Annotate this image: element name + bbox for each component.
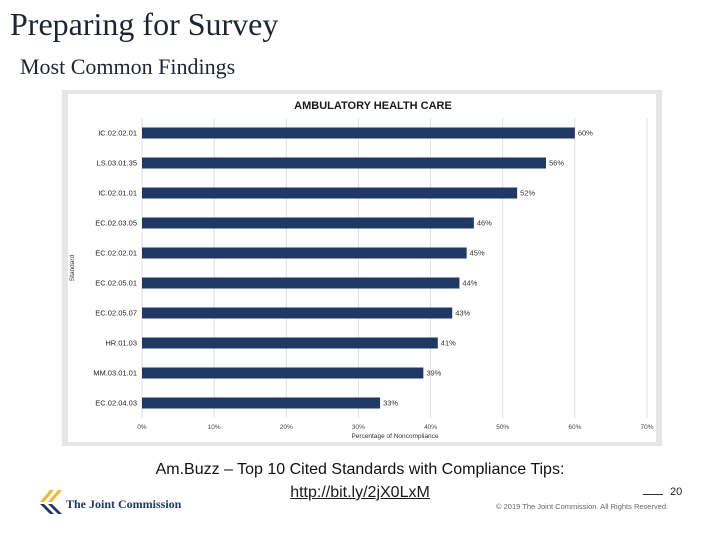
x-tick-label: 60% [568, 424, 581, 431]
chart-panel: AMBULATORY HEALTH CARE IC.02.02.01 LS.03.… [62, 90, 662, 446]
category-label: EC.02.05.01 [95, 279, 137, 288]
slide-subtitle: Most Common Findings [20, 54, 236, 79]
source-caption: Am.Buzz – Top 10 Cited Standards with Co… [100, 458, 620, 504]
bar [142, 367, 424, 379]
copyright-notice: © 2019 The Joint Commission. All Rights … [496, 502, 669, 511]
data-label: 45% [470, 249, 485, 258]
page-number-rule [643, 494, 663, 495]
x-axis-label: Percentage of Noncompliance [351, 433, 438, 440]
bar [142, 127, 575, 139]
data-label: 46% [477, 219, 492, 228]
bar [142, 157, 546, 169]
bar [142, 187, 518, 199]
bar [142, 217, 474, 229]
chart-background [68, 94, 656, 442]
category-label: MM.03.01.01 [93, 369, 137, 378]
bar [142, 337, 438, 349]
data-label: 60% [578, 129, 593, 138]
data-label: 43% [455, 309, 470, 318]
page-number: 20 [670, 486, 683, 498]
x-tick-label: 30% [352, 424, 365, 431]
x-tick-label: 50% [496, 424, 509, 431]
category-label: EC.02.03.05 [95, 219, 137, 228]
data-label: 39% [426, 369, 441, 378]
joint-commission-logo: The Joint Commission [38, 486, 188, 516]
x-tick-label: 20% [280, 424, 293, 431]
data-label: 56% [549, 159, 564, 168]
bar [142, 397, 381, 409]
y-axis-label: Standard [69, 254, 76, 281]
data-label: 52% [520, 189, 535, 198]
source-link[interactable]: http://bit.ly/2jX0LxM [290, 484, 430, 501]
chart-title: AMBULATORY HEALTH CARE [294, 100, 452, 112]
bar [142, 247, 467, 259]
logo-mark-icon [40, 490, 62, 514]
bar [142, 277, 460, 289]
category-label: HR.01.03 [105, 339, 137, 348]
data-label: 33% [383, 399, 398, 408]
slide-title: Preparing for Survey [10, 6, 279, 42]
category-label: EC.02.04.03 [95, 399, 137, 408]
bar-chart: AMBULATORY HEALTH CARE IC.02.02.01 LS.03.… [68, 94, 656, 442]
source-description: Am.Buzz – Top 10 Cited Standards with Co… [155, 461, 565, 478]
category-label: EC.02.02.01 [95, 249, 137, 258]
x-tick-label: 0% [137, 424, 147, 431]
category-label: EC.02.05.07 [95, 309, 137, 318]
data-label: 44% [462, 279, 477, 288]
category-label: IC.02.02.01 [98, 129, 137, 138]
category-label: LS.03.01.35 [97, 159, 137, 168]
x-tick-label: 10% [208, 424, 221, 431]
logo-text: The Joint Commission [66, 497, 182, 511]
bar [142, 307, 453, 319]
category-label: IC.02.01.01 [98, 189, 137, 198]
data-label: 41% [441, 339, 456, 348]
x-tick-label: 40% [424, 424, 437, 431]
x-tick-label: 70% [640, 424, 653, 431]
